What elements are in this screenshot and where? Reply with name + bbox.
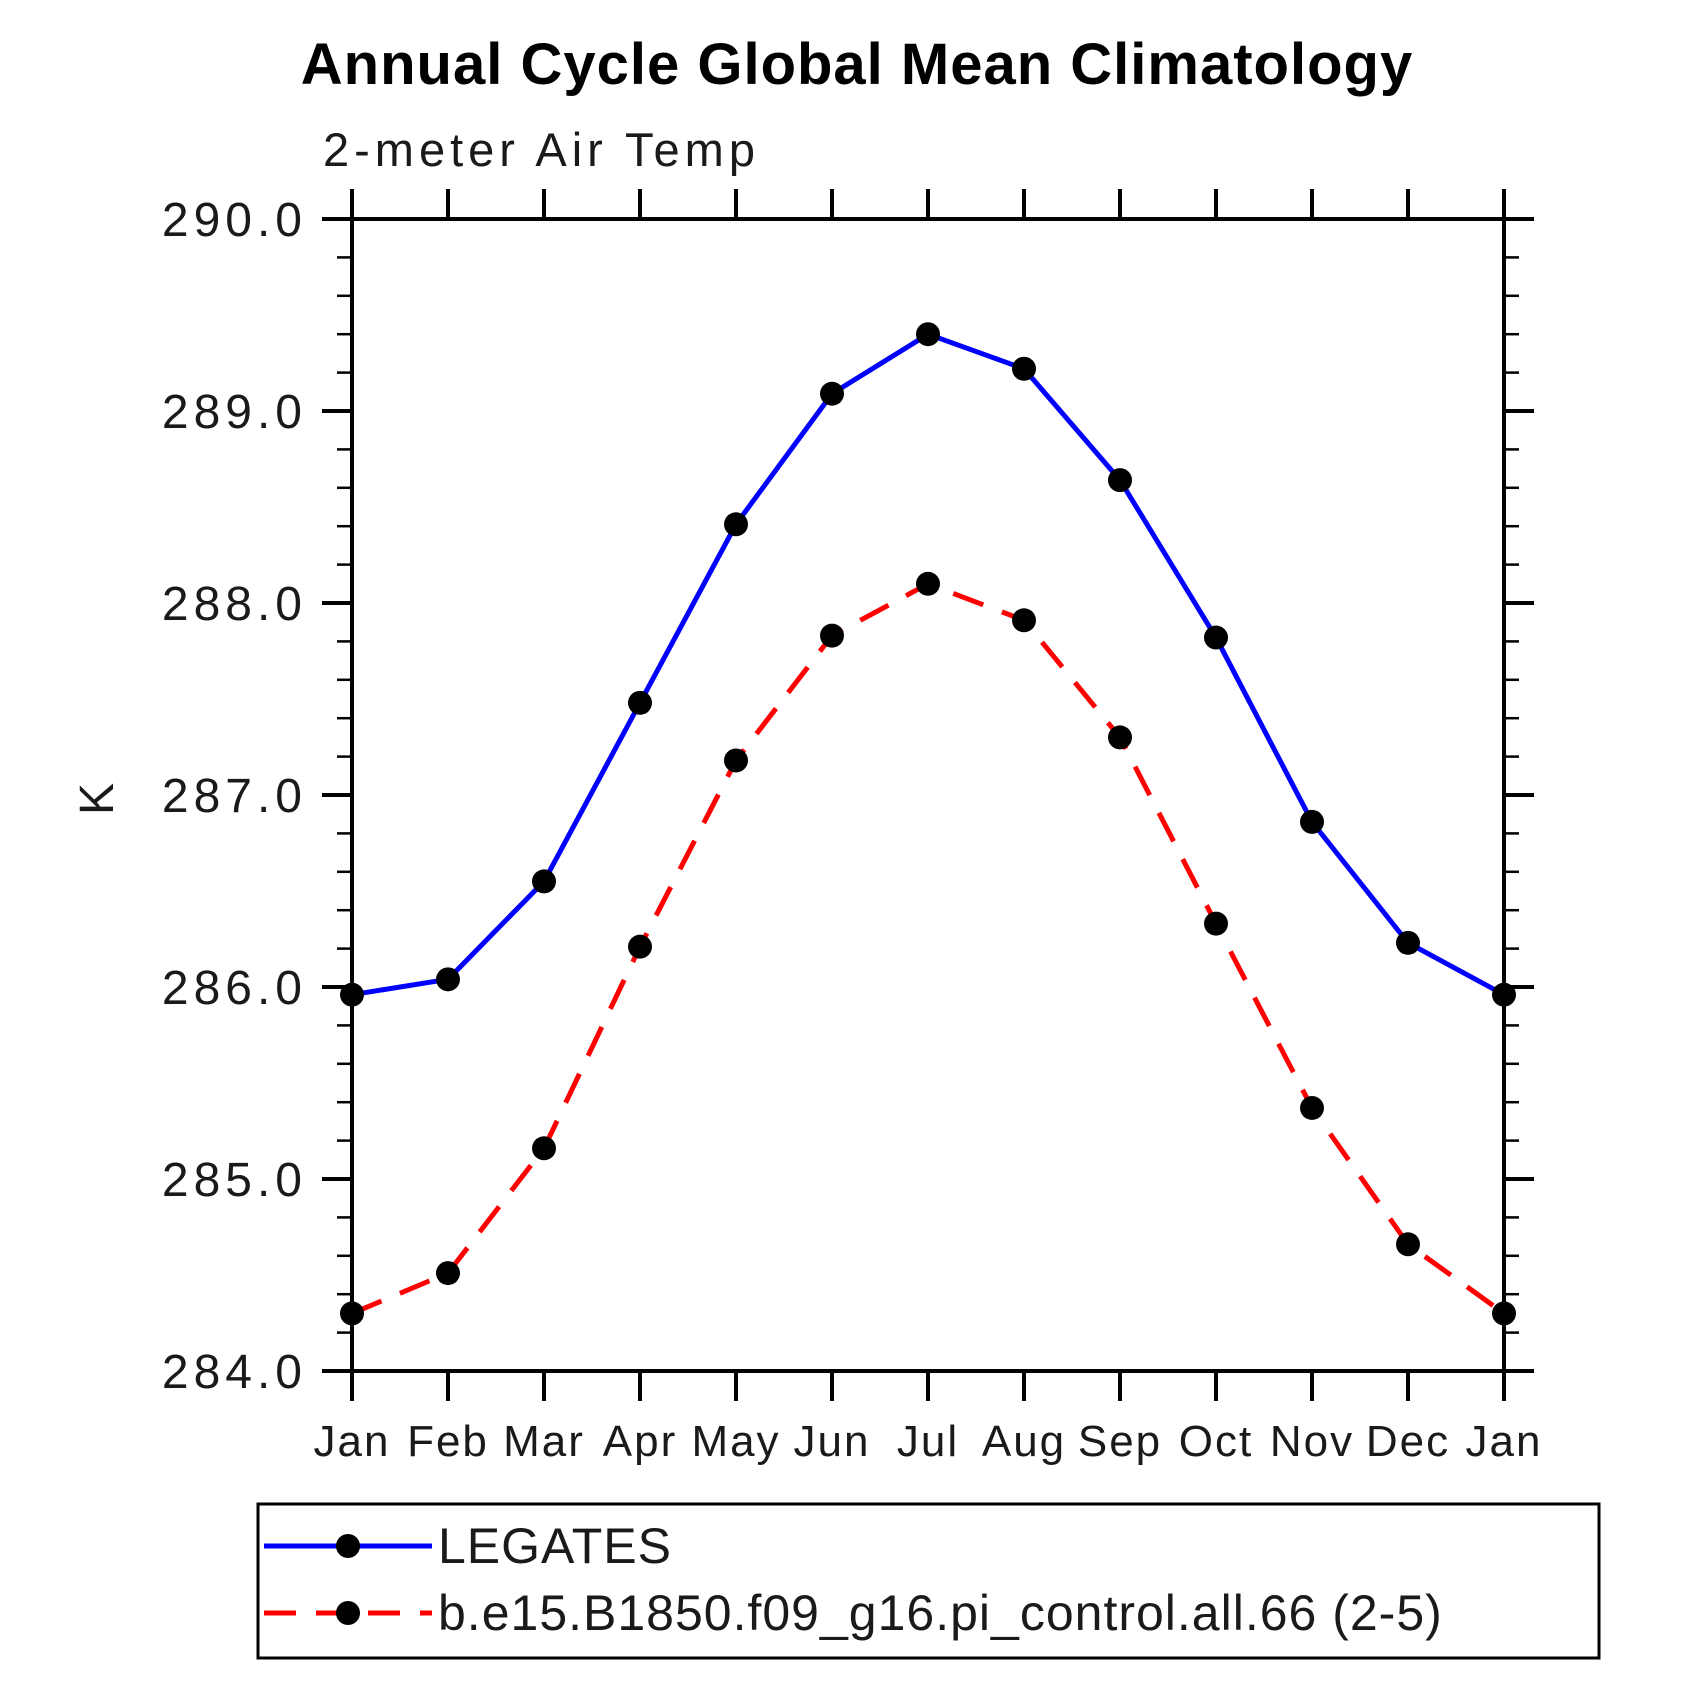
x-tick-label: Aug [982,1417,1066,1466]
data-point [628,690,652,715]
data-point [436,1261,460,1286]
data-point [1108,468,1132,493]
data-point [436,967,460,992]
data-point [1012,356,1036,381]
data-point [1108,725,1132,750]
y-tick-label: 286.0 [162,962,307,1015]
chart-subtitle: 2-meter Air Temp [323,123,760,176]
y-tick-label: 284.0 [162,1346,307,1399]
data-point [1204,625,1228,650]
data-point [1012,608,1036,633]
x-tick-label: Sep [1078,1417,1162,1466]
y-tick-label: 290.0 [162,194,307,247]
data-point [916,571,940,596]
data-point [628,934,652,959]
data-point [1396,1232,1420,1257]
y-tick-label: 287.0 [162,770,307,823]
chart-title: Annual Cycle Global Mean Climatology [301,32,1413,97]
legend-label-legates: LEGATES [438,1518,672,1574]
legend-label-model: b.e15.B1850.f09_g16.pi_control.all.66 (2… [438,1585,1443,1641]
data-point [916,322,940,347]
legend-marker-icon [336,1601,360,1625]
x-tick-label: Oct [1179,1417,1253,1466]
data-point [820,381,844,406]
plot-border [350,217,1506,1373]
y-axis-label: K [71,781,124,815]
plot-series [340,322,1516,1326]
legend: LEGATES b.e15.B1850.f09_g16.pi_control.a… [256,1502,1601,1660]
data-point [724,512,748,537]
x-tick-label: Dec [1366,1417,1450,1466]
x-tick-label: Mar [503,1417,585,1466]
data-point [1300,809,1324,834]
y-tick-label: 285.0 [162,1154,307,1207]
x-tick-label: Jan [1466,1417,1543,1466]
data-point [724,748,748,773]
data-point [1204,911,1228,936]
x-tick-label: Jun [794,1417,871,1466]
series-line-1 [351,581,1506,1316]
x-tick-label: Jul [897,1417,959,1466]
legend-marker-icon [336,1534,360,1558]
data-point [820,623,844,648]
data-point [532,1136,556,1161]
data-point [1396,930,1420,955]
x-tick-label: Jan [314,1417,391,1466]
data-point [532,869,556,894]
y-tick-label: 289.0 [162,386,307,439]
x-tick-label: Apr [603,1417,677,1466]
x-tick-label: May [691,1417,780,1466]
series-line-0 [351,331,1506,998]
x-tick-label: Nov [1270,1417,1354,1466]
data-point [1300,1095,1324,1120]
y-tick-label: 288.0 [162,578,307,631]
x-tick-label: Feb [407,1417,489,1466]
legend-box [256,1502,1601,1660]
